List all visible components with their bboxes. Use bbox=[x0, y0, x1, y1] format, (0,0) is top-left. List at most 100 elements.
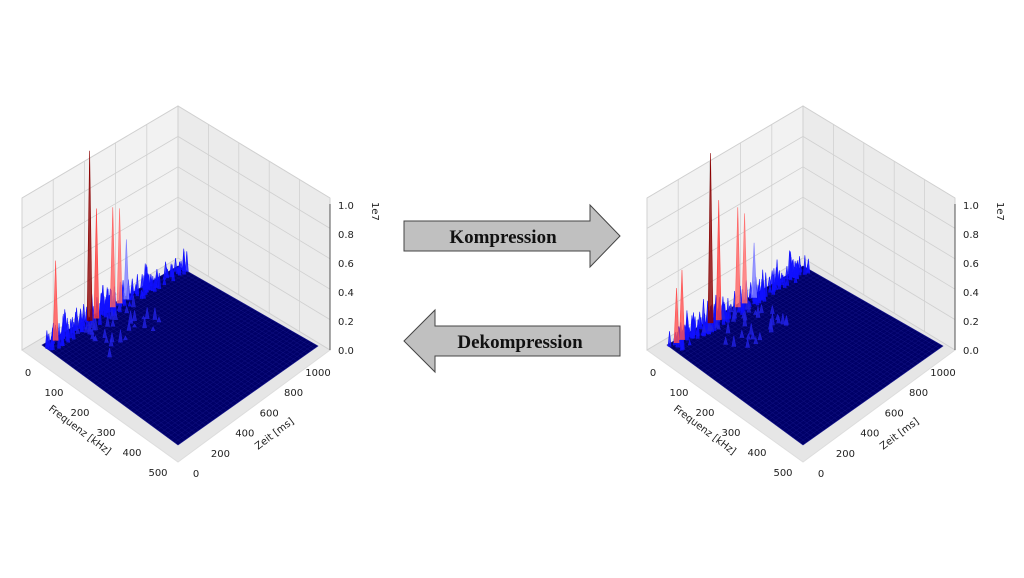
surface-mesh bbox=[130, 293, 270, 381]
surface-peak bbox=[790, 260, 795, 278]
surface-mesh bbox=[755, 317, 895, 411]
surface-mesh bbox=[738, 307, 877, 398]
surface-peak bbox=[734, 207, 741, 308]
surface-peak bbox=[782, 276, 787, 288]
surface-peak bbox=[109, 308, 115, 320]
surface-peak bbox=[113, 310, 118, 321]
surface-mesh bbox=[792, 271, 933, 354]
surface-peak bbox=[164, 267, 169, 278]
surface-peak bbox=[47, 343, 52, 350]
grid-line bbox=[646, 196, 804, 290]
surface-peak bbox=[673, 288, 680, 344]
surface-peak bbox=[177, 261, 182, 274]
surface-peak bbox=[131, 295, 136, 308]
surface-peak bbox=[93, 208, 100, 319]
surface-mesh bbox=[120, 299, 259, 389]
surface-peak bbox=[728, 303, 734, 313]
y-tick-label: 400 bbox=[860, 429, 879, 440]
surface-peak bbox=[720, 308, 726, 320]
surface-mesh bbox=[745, 311, 884, 403]
surface-peak bbox=[773, 280, 777, 288]
surface-peak bbox=[768, 318, 773, 330]
z-offset-label: 1e7 bbox=[994, 202, 1005, 221]
surface-peak bbox=[116, 303, 122, 311]
grid-line bbox=[21, 166, 179, 260]
surface-peak bbox=[109, 207, 116, 308]
surface-mesh bbox=[154, 279, 294, 364]
surface-mesh bbox=[782, 277, 923, 362]
surface-peak bbox=[127, 301, 132, 307]
y-tick-label: 800 bbox=[909, 388, 928, 399]
surface-peak bbox=[788, 273, 793, 280]
surface-peak bbox=[144, 307, 150, 320]
surface-mesh bbox=[150, 281, 291, 366]
surface-mesh bbox=[164, 273, 305, 357]
z-tick-label: 0.0 bbox=[963, 346, 979, 357]
grid-line bbox=[802, 166, 956, 260]
grid-line bbox=[802, 136, 956, 229]
surface-peak bbox=[723, 335, 728, 345]
surface-mesh bbox=[745, 299, 884, 389]
grid-line bbox=[177, 166, 331, 260]
y-tick-label: 200 bbox=[211, 449, 230, 460]
surface-mesh bbox=[143, 285, 284, 371]
grid-line bbox=[802, 105, 956, 199]
surface-peak bbox=[175, 266, 180, 274]
z-tick-label: 0.4 bbox=[338, 288, 354, 299]
surface-peak bbox=[768, 284, 772, 293]
surface-peak bbox=[687, 339, 692, 346]
surface-mesh bbox=[147, 327, 287, 423]
surface-mesh bbox=[789, 337, 930, 436]
surface-peak bbox=[78, 308, 83, 323]
surface-peak bbox=[162, 273, 167, 280]
y-tick-label: 600 bbox=[885, 408, 904, 419]
surface-peak bbox=[182, 263, 186, 272]
x-tick-label: 200 bbox=[70, 408, 89, 419]
y-tick-label: 0 bbox=[818, 469, 824, 480]
surface-mesh bbox=[140, 287, 280, 374]
surface-mesh bbox=[160, 275, 301, 359]
surface-peak bbox=[759, 304, 764, 314]
surface-peak bbox=[762, 288, 767, 302]
surface-peak bbox=[123, 335, 128, 341]
surface-peak bbox=[83, 323, 89, 333]
x-tick-label: 100 bbox=[44, 388, 63, 399]
grid-line bbox=[177, 105, 331, 199]
y-tick-label: 600 bbox=[260, 408, 279, 419]
surface-mesh bbox=[796, 269, 937, 352]
surface-peak bbox=[81, 315, 86, 330]
surface-peak bbox=[118, 329, 123, 343]
surface-peak bbox=[86, 150, 93, 321]
decompress-arrow: Dekompression bbox=[403, 308, 621, 374]
surface-mesh bbox=[157, 277, 298, 362]
surface-peak bbox=[731, 335, 737, 347]
surface-mesh bbox=[167, 339, 308, 438]
surface-peak bbox=[775, 259, 779, 285]
surface-peak bbox=[795, 262, 799, 279]
surface-peak bbox=[142, 284, 146, 291]
surface-peak bbox=[144, 288, 148, 295]
surface-peak bbox=[753, 336, 759, 345]
surface-peak bbox=[74, 314, 80, 326]
surface-peak bbox=[784, 315, 789, 325]
surface-mesh bbox=[796, 341, 937, 441]
surface-mesh bbox=[768, 325, 909, 421]
surface-mesh bbox=[147, 283, 287, 369]
grid-line bbox=[802, 227, 956, 320]
surface-peak bbox=[701, 324, 707, 333]
grid-line bbox=[177, 227, 331, 320]
surface-peak bbox=[793, 275, 798, 283]
surface-peak bbox=[150, 326, 156, 332]
surface-peak bbox=[92, 336, 97, 341]
compress-label: Kompression bbox=[449, 227, 557, 248]
surface-mesh bbox=[116, 309, 256, 401]
surface-peak bbox=[59, 332, 63, 339]
surface-mesh bbox=[782, 333, 923, 431]
surface-peak bbox=[701, 298, 706, 325]
surface-peak bbox=[685, 328, 690, 341]
surface-peak bbox=[140, 290, 145, 297]
x-tick-label: 300 bbox=[721, 428, 740, 439]
surface-mesh bbox=[758, 319, 898, 413]
surface-peak bbox=[679, 269, 685, 340]
surface-mesh bbox=[748, 313, 888, 406]
